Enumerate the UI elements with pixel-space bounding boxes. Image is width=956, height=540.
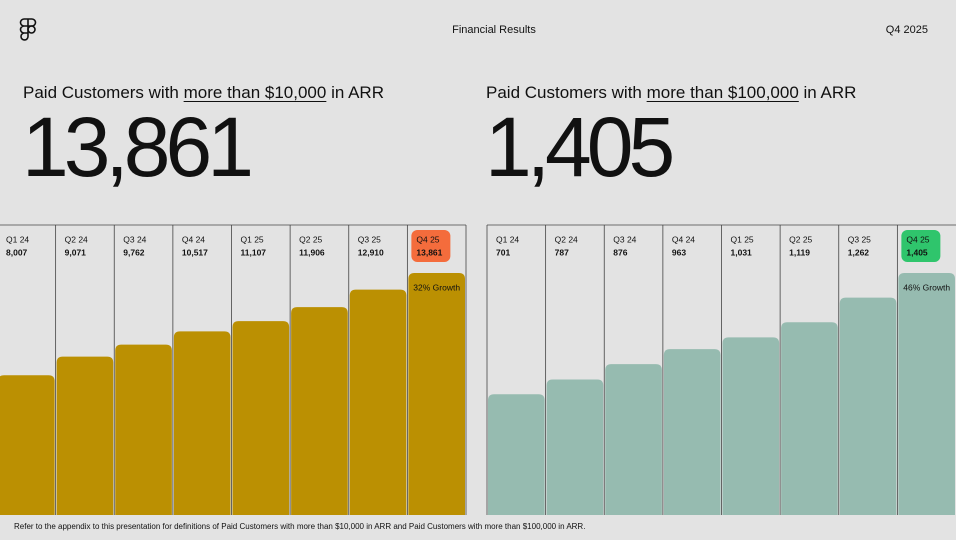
annotation: 32% Growth: [413, 282, 460, 292]
footnote: Refer to the appendix to this presentati…: [14, 522, 586, 531]
value-label: 13,861: [416, 247, 442, 257]
category-label: Q1 24: [496, 234, 519, 244]
category-label: Q4 25: [416, 234, 439, 244]
value-label: 1,405: [906, 247, 928, 257]
bar: [56, 356, 114, 515]
headline: 1,405: [485, 100, 675, 194]
title-link: more than $100,000: [646, 83, 799, 102]
headline: 13,861: [22, 100, 254, 194]
category-label: Q1 25: [731, 234, 754, 244]
value-label: 9,071: [65, 247, 87, 257]
logo: [19, 18, 37, 41]
bar: [408, 273, 465, 515]
bar: [781, 322, 838, 515]
chart-title: Paid Customers with more than $100,000 i…: [486, 83, 856, 103]
bar: [722, 337, 780, 515]
title-end: in ARR: [803, 83, 857, 102]
category-label: Q4 24: [672, 234, 695, 244]
title-start: Paid Customers with: [23, 83, 179, 102]
bar: [115, 344, 172, 515]
highlight-box: [411, 230, 451, 262]
header-period: Q4 2025: [885, 24, 928, 36]
value-label: 1,031: [731, 247, 753, 257]
category-label: Q4 24: [182, 234, 205, 244]
bar: [291, 307, 348, 515]
category-label: Q1 24: [6, 234, 29, 244]
category-label: Q2 24: [555, 234, 578, 244]
title-end: in ARR: [331, 83, 384, 102]
category-label: Q3 24: [123, 234, 146, 244]
bar: [0, 375, 55, 515]
title-link: more than $10,000: [183, 83, 327, 102]
bar: [839, 297, 897, 515]
bar: [663, 349, 721, 515]
category-label: Q3 25: [358, 234, 381, 244]
value-label: 11,906: [299, 247, 325, 257]
value-label: 1,262: [848, 247, 870, 257]
highlight-box: [901, 230, 941, 262]
bar: [898, 273, 955, 515]
value-label: 876: [613, 247, 627, 257]
value-label: 9,762: [123, 247, 145, 257]
value-label: 8,007: [6, 247, 28, 257]
annotation: 46% Growth: [903, 282, 950, 292]
bar: [173, 331, 231, 515]
category-label: Q2 25: [789, 234, 812, 244]
bar: [546, 379, 604, 515]
bar: [488, 394, 545, 515]
bar: [232, 321, 290, 515]
chart-title: Paid Customers with more than $10,000 in…: [23, 83, 384, 103]
value-label: 11,107: [241, 247, 267, 257]
value-label: 963: [672, 247, 686, 257]
value-label: 787: [555, 247, 569, 257]
category-label: Q3 24: [613, 234, 636, 244]
value-label: 12,910: [358, 247, 384, 257]
header-title: Financial Results: [452, 24, 536, 36]
value-label: 10,517: [182, 247, 208, 257]
bar: [349, 289, 407, 515]
category-label: Q4 25: [906, 234, 929, 244]
value-label: 1,119: [789, 247, 810, 257]
bar: [605, 364, 662, 515]
category-label: Q3 25: [848, 234, 871, 244]
value-label: 701: [496, 247, 510, 257]
category-label: Q2 25: [299, 234, 322, 244]
title-start: Paid Customers with: [486, 83, 642, 102]
category-label: Q2 24: [65, 234, 88, 244]
category-label: Q1 25: [241, 234, 264, 244]
